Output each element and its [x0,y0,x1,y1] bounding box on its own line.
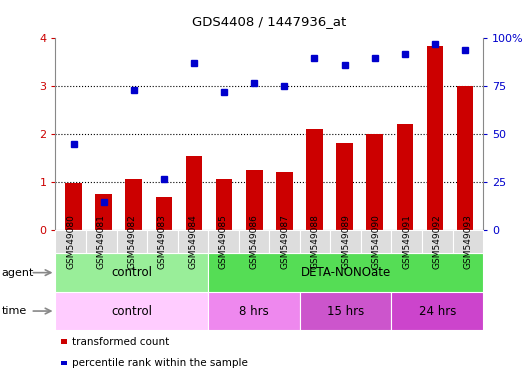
Text: GSM549084: GSM549084 [188,215,197,269]
FancyBboxPatch shape [55,292,208,330]
Text: transformed count: transformed count [72,337,169,347]
Text: 24 hrs: 24 hrs [419,305,456,318]
FancyBboxPatch shape [391,292,483,330]
Text: GSM549085: GSM549085 [219,215,228,269]
Text: GSM549092: GSM549092 [433,215,442,269]
Bar [366,134,383,230]
Text: GSM549082: GSM549082 [127,215,136,269]
Bar [246,170,262,230]
Text: GSM549081: GSM549081 [97,215,106,269]
FancyBboxPatch shape [55,253,208,292]
Bar [306,129,323,230]
Text: GSM549088: GSM549088 [310,215,319,269]
Bar [156,197,172,230]
Text: GSM549087: GSM549087 [280,215,289,269]
Text: GSM549083: GSM549083 [158,215,167,269]
Text: GSM549091: GSM549091 [402,215,411,269]
FancyBboxPatch shape [208,253,483,292]
Bar [457,86,473,230]
Bar [65,184,82,230]
Bar [96,194,112,230]
FancyBboxPatch shape [208,292,300,330]
Text: 8 hrs: 8 hrs [239,305,269,318]
Text: control: control [111,266,152,279]
Text: GSM549086: GSM549086 [250,215,259,269]
Text: 15 hrs: 15 hrs [327,305,364,318]
Bar [216,179,232,230]
Text: GDS4408 / 1447936_at: GDS4408 / 1447936_at [192,15,346,28]
Text: percentile rank within the sample: percentile rank within the sample [72,358,248,368]
Text: GSM549090: GSM549090 [372,215,381,269]
Bar [126,179,142,230]
Bar [186,156,202,230]
Bar [397,124,413,230]
Text: control: control [111,305,152,318]
Text: GSM549093: GSM549093 [464,215,473,269]
Text: GSM549089: GSM549089 [341,215,350,269]
Text: DETA-NONOate: DETA-NONOate [300,266,391,279]
Text: GSM549080: GSM549080 [66,215,75,269]
Text: time: time [2,306,27,316]
Text: agent: agent [2,268,34,278]
FancyBboxPatch shape [300,292,391,330]
Bar [276,172,293,230]
Bar [336,143,353,230]
Bar [427,46,443,230]
